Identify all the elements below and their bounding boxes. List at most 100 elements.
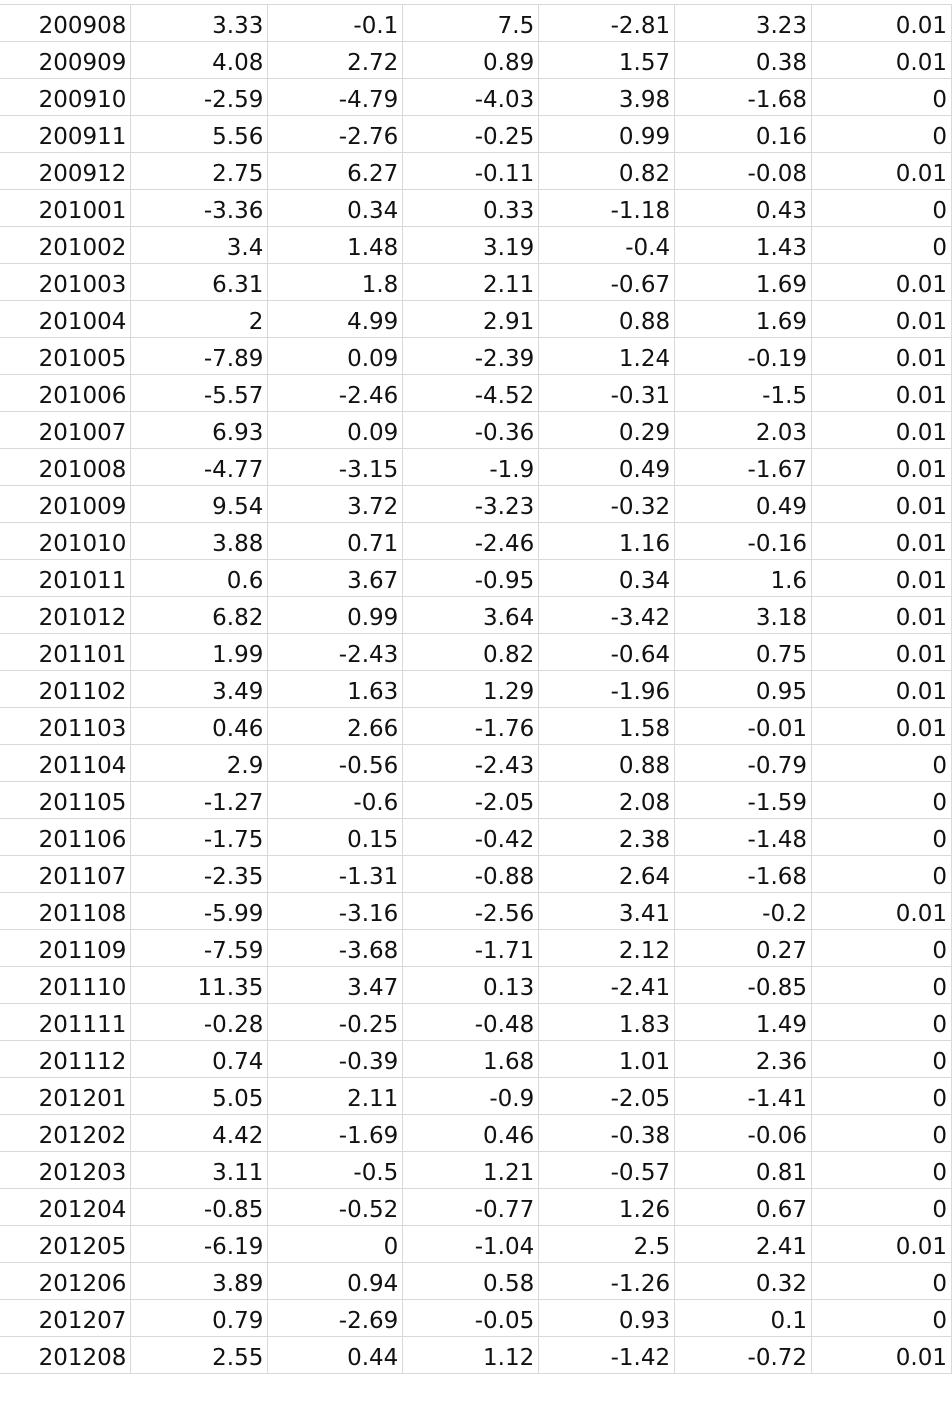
cell-value[interactable]: -3.15 <box>267 448 404 486</box>
cell-value[interactable]: -2.05 <box>402 781 540 819</box>
cell-value[interactable]: -0.77 <box>402 1188 540 1226</box>
cell-value[interactable]: -0.85 <box>130 1188 269 1226</box>
cell-value[interactable]: 3.41 <box>538 892 676 930</box>
cell-period[interactable]: 201004 <box>0 300 132 338</box>
cell-value[interactable]: -0.36 <box>402 411 540 449</box>
cell-value[interactable]: 5.56 <box>130 115 269 153</box>
cell-period[interactable]: 201104 <box>0 744 132 782</box>
cell-value[interactable]: -0.42 <box>402 818 540 856</box>
cell-value[interactable]: -0.39 <box>267 1040 404 1078</box>
cell-value[interactable]: -7.59 <box>130 929 269 967</box>
cell-value[interactable]: 0.79 <box>130 1299 269 1337</box>
cell-value[interactable]: 0.95 <box>674 670 813 708</box>
cell-value[interactable]: 0.74 <box>130 1040 269 1078</box>
cell-value[interactable]: 4.99 <box>267 300 404 338</box>
cell-value[interactable]: 0.15 <box>267 818 404 856</box>
cell-value[interactable]: 2.55 <box>130 1336 269 1374</box>
cell-value[interactable]: 0 <box>811 226 952 264</box>
cell-period[interactable]: 201001 <box>0 189 132 227</box>
cell-period[interactable]: 201011 <box>0 559 132 597</box>
cell-value[interactable]: -2.43 <box>402 744 540 782</box>
cell-value[interactable]: -0.01 <box>674 707 813 745</box>
cell-value[interactable]: 3.64 <box>402 596 540 634</box>
cell-value[interactable]: -2.05 <box>538 1077 676 1115</box>
cell-value[interactable]: -1.96 <box>538 670 676 708</box>
cell-value[interactable]: 3.72 <box>267 485 404 523</box>
cell-value[interactable]: 0 <box>811 1114 952 1152</box>
cell-period[interactable]: 201107 <box>0 855 132 893</box>
cell-value[interactable]: -0.95 <box>402 559 540 597</box>
cell-value[interactable]: 3.23 <box>674 4 813 42</box>
cell-value[interactable]: 0 <box>811 1003 952 1041</box>
cell-value[interactable]: -0.1 <box>267 4 404 42</box>
cell-value[interactable]: 0.44 <box>267 1336 404 1374</box>
cell-period[interactable]: 201207 <box>0 1299 132 1337</box>
cell-value[interactable]: 1.99 <box>130 633 269 671</box>
cell-value[interactable]: 0 <box>811 1040 952 1078</box>
cell-value[interactable]: 2.5 <box>538 1225 676 1263</box>
cell-value[interactable]: -0.67 <box>538 263 676 301</box>
cell-value[interactable]: -0.16 <box>674 522 813 560</box>
cell-value[interactable]: -1.67 <box>674 448 813 486</box>
cell-value[interactable]: 0.82 <box>402 633 540 671</box>
cell-value[interactable]: -0.2 <box>674 892 813 930</box>
cell-value[interactable]: -0.25 <box>402 115 540 153</box>
cell-value[interactable]: 4.42 <box>130 1114 269 1152</box>
cell-value[interactable]: -1.42 <box>538 1336 676 1374</box>
cell-value[interactable]: -1.31 <box>267 855 404 893</box>
cell-value[interactable]: 0.6 <box>130 559 269 597</box>
cell-value[interactable]: 1.6 <box>674 559 813 597</box>
cell-value[interactable]: 0.01 <box>811 374 952 412</box>
cell-value[interactable]: 0.01 <box>811 485 952 523</box>
cell-value[interactable]: -3.68 <box>267 929 404 967</box>
cell-value[interactable]: -0.25 <box>267 1003 404 1041</box>
cell-period[interactable]: 201111 <box>0 1003 132 1041</box>
cell-value[interactable]: -0.85 <box>674 966 813 1004</box>
cell-value[interactable]: -1.41 <box>674 1077 813 1115</box>
cell-value[interactable]: 0.01 <box>811 707 952 745</box>
cell-period[interactable]: 200910 <box>0 78 132 116</box>
cell-value[interactable]: 3.89 <box>130 1262 269 1300</box>
cell-value[interactable]: 2.36 <box>674 1040 813 1078</box>
cell-value[interactable]: -5.99 <box>130 892 269 930</box>
cell-value[interactable]: 1.8 <box>267 263 404 301</box>
cell-value[interactable]: -0.57 <box>538 1151 676 1189</box>
cell-period[interactable]: 201205 <box>0 1225 132 1263</box>
cell-value[interactable]: -0.05 <box>402 1299 540 1337</box>
cell-value[interactable]: -4.79 <box>267 78 404 116</box>
cell-value[interactable]: 6.82 <box>130 596 269 634</box>
cell-value[interactable]: 0.29 <box>538 411 676 449</box>
cell-value[interactable]: -7.89 <box>130 337 269 375</box>
cell-period[interactable]: 201009 <box>0 485 132 523</box>
cell-value[interactable]: 0.75 <box>674 633 813 671</box>
cell-value[interactable]: 0.09 <box>267 411 404 449</box>
cell-value[interactable]: -0.4 <box>538 226 676 264</box>
cell-value[interactable]: 0.34 <box>267 189 404 227</box>
cell-value[interactable]: 1.69 <box>674 300 813 338</box>
cell-value[interactable]: -1.27 <box>130 781 269 819</box>
cell-value[interactable]: 0 <box>811 1077 952 1115</box>
cell-period[interactable]: 200912 <box>0 152 132 190</box>
cell-value[interactable]: 0.46 <box>402 1114 540 1152</box>
cell-value[interactable]: -1.76 <box>402 707 540 745</box>
cell-value[interactable]: 3.4 <box>130 226 269 264</box>
cell-value[interactable]: 6.31 <box>130 263 269 301</box>
cell-value[interactable]: -1.68 <box>674 855 813 893</box>
cell-value[interactable]: 0.01 <box>811 337 952 375</box>
cell-value[interactable]: 0 <box>811 1151 952 1189</box>
cell-period[interactable]: 201110 <box>0 966 132 1004</box>
cell-period[interactable]: 201201 <box>0 1077 132 1115</box>
cell-value[interactable]: 0.01 <box>811 892 952 930</box>
cell-value[interactable]: 0.01 <box>811 4 952 42</box>
cell-value[interactable]: -1.59 <box>674 781 813 819</box>
cell-value[interactable]: 0.99 <box>267 596 404 634</box>
cell-value[interactable]: 0.16 <box>674 115 813 153</box>
cell-value[interactable]: 0 <box>811 115 952 153</box>
cell-value[interactable]: -0.08 <box>674 152 813 190</box>
cell-period[interactable]: 201006 <box>0 374 132 412</box>
cell-value[interactable]: 0.01 <box>811 1336 952 1374</box>
cell-value[interactable]: -4.03 <box>402 78 540 116</box>
cell-value[interactable]: 0.71 <box>267 522 404 560</box>
cell-value[interactable]: 2.12 <box>538 929 676 967</box>
cell-value[interactable]: -0.48 <box>402 1003 540 1041</box>
